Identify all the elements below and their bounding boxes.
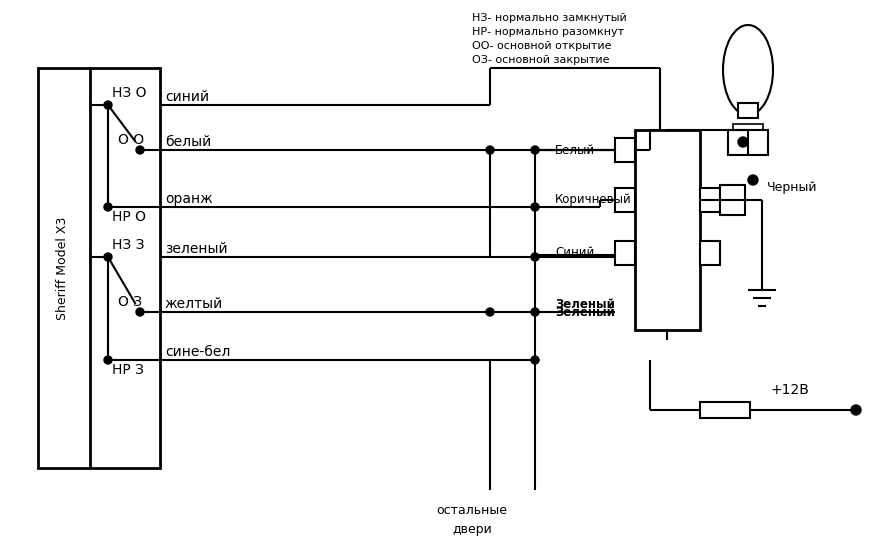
Text: НР З: НР З bbox=[112, 363, 144, 377]
Circle shape bbox=[531, 308, 539, 316]
Text: ОО- основной открытие: ОО- основной открытие bbox=[472, 41, 612, 51]
Circle shape bbox=[104, 101, 112, 109]
Bar bbox=[700, 241, 720, 265]
Circle shape bbox=[486, 146, 494, 154]
Text: оранж: оранж bbox=[165, 192, 213, 206]
Bar bbox=[728, 130, 768, 155]
Text: НЗ О: НЗ О bbox=[112, 86, 147, 100]
Circle shape bbox=[136, 146, 144, 154]
Text: +12В: +12В bbox=[770, 383, 809, 397]
Text: Sheriff Model X3: Sheriff Model X3 bbox=[57, 217, 70, 320]
Text: Зеленый: Зеленый bbox=[555, 299, 615, 311]
Circle shape bbox=[531, 356, 539, 364]
Circle shape bbox=[851, 405, 861, 415]
Text: зеленый: зеленый bbox=[165, 242, 227, 256]
Bar bbox=[700, 402, 750, 418]
Circle shape bbox=[738, 137, 748, 147]
Bar bbox=[700, 188, 720, 212]
Circle shape bbox=[531, 253, 539, 261]
Circle shape bbox=[136, 308, 144, 316]
Bar bbox=[733, 124, 763, 132]
Circle shape bbox=[104, 356, 112, 364]
Circle shape bbox=[748, 175, 758, 185]
Circle shape bbox=[104, 253, 112, 261]
Text: Черный: Черный bbox=[767, 181, 818, 195]
Bar bbox=[615, 188, 635, 212]
Text: белый: белый bbox=[165, 135, 211, 149]
Text: НЗ- нормально замкнутый: НЗ- нормально замкнутый bbox=[472, 13, 627, 23]
Bar bbox=[38, 68, 160, 468]
Bar bbox=[615, 138, 635, 162]
Text: Белый: Белый bbox=[555, 143, 595, 156]
Text: НЗ З: НЗ З bbox=[112, 238, 144, 252]
Text: двери: двери bbox=[452, 523, 492, 536]
Circle shape bbox=[531, 146, 539, 154]
Text: Коричневый: Коричневый bbox=[555, 194, 632, 206]
Bar bbox=[615, 241, 635, 265]
Text: синий: синий bbox=[165, 90, 210, 104]
Bar bbox=[720, 185, 745, 215]
Text: О З: О З bbox=[118, 295, 142, 309]
Text: сине-бел: сине-бел bbox=[165, 345, 231, 359]
Circle shape bbox=[486, 308, 494, 316]
Circle shape bbox=[104, 203, 112, 211]
Text: остальные: остальные bbox=[437, 503, 507, 517]
Bar bbox=[738, 103, 758, 118]
Text: желтый: желтый bbox=[165, 297, 224, 311]
Circle shape bbox=[531, 203, 539, 211]
Text: НР О: НР О bbox=[112, 210, 146, 224]
Text: Синий: Синий bbox=[555, 247, 594, 259]
Text: НР- нормально разомкнут: НР- нормально разомкнут bbox=[472, 27, 624, 37]
Text: ОЗ- основной закрытие: ОЗ- основной закрытие bbox=[472, 55, 609, 65]
Text: О О: О О bbox=[118, 133, 144, 147]
Text: Зеленый: Зеленый bbox=[555, 305, 615, 319]
Bar bbox=[635, 130, 700, 330]
